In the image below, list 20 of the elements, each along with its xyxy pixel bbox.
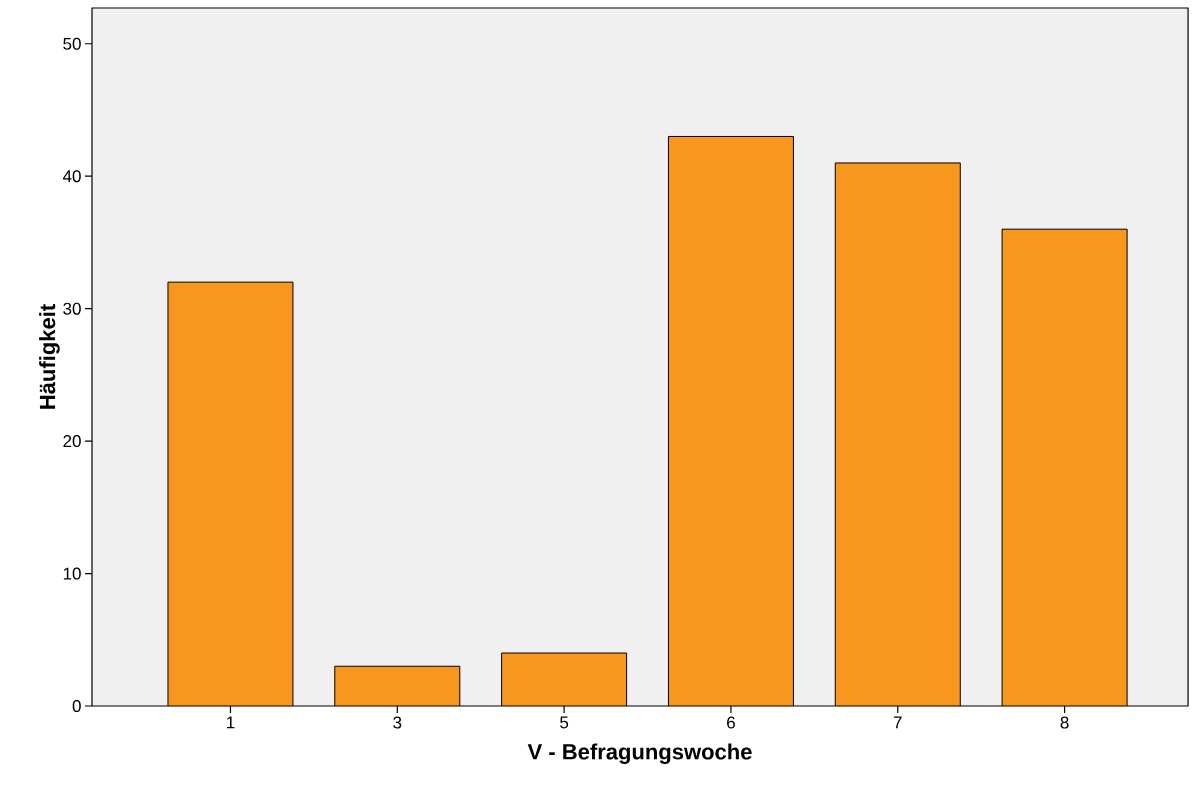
y-tick-label: 0 [72, 699, 81, 713]
y-tick-label: 40 [62, 170, 81, 183]
bar [334, 666, 460, 706]
y-tick-label: 50 [63, 37, 81, 50]
x-tick-label: 1 [227, 716, 235, 729]
x-tick-label: 6 [727, 716, 735, 729]
x-axis-title: V - Befragungswoche [527, 743, 752, 764]
x-tick-label: 5 [560, 716, 569, 729]
x-tick-label: 3 [393, 716, 402, 729]
bar [167, 282, 293, 706]
y-tick-label: 10 [63, 567, 81, 580]
x-tick-label: 8 [1060, 716, 1069, 729]
bar [835, 162, 961, 706]
bar [501, 653, 627, 706]
bar [668, 136, 794, 706]
x-tick-label: 7 [893, 716, 902, 729]
y-axis-title: Häufigkeit [39, 304, 60, 409]
y-tick-label: 30 [63, 302, 81, 315]
y-tick-label: 20 [63, 435, 81, 448]
bar [1001, 228, 1128, 706]
